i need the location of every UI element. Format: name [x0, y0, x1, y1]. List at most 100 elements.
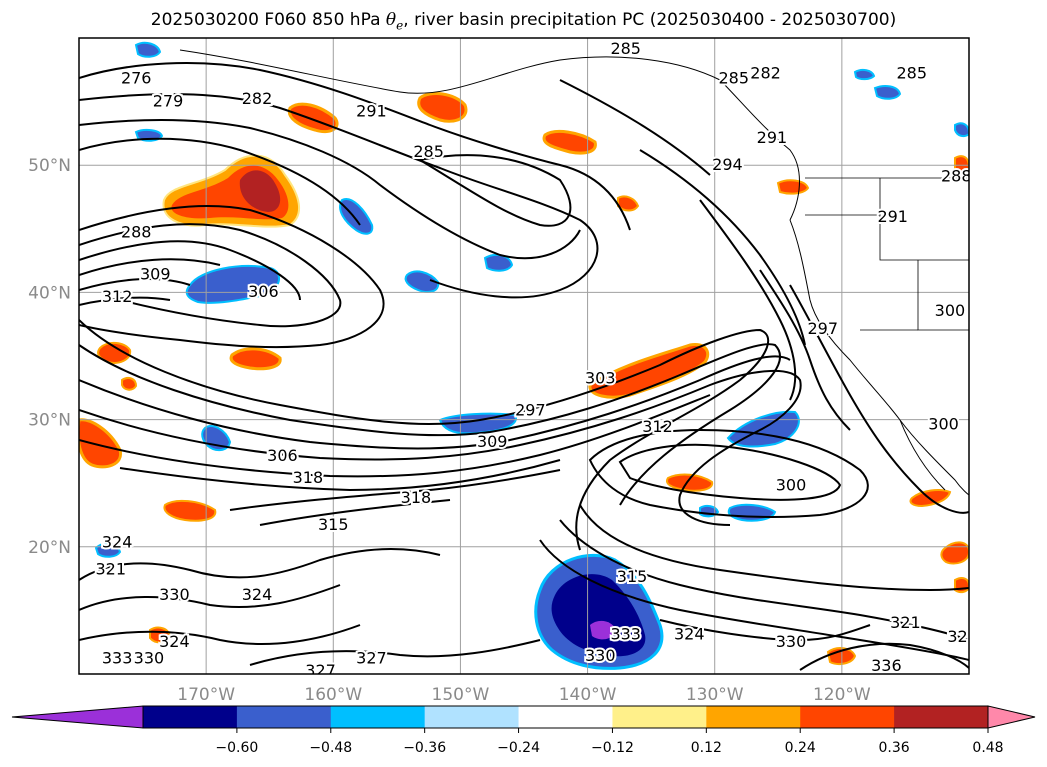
pos-patch [163, 499, 217, 522]
contour-line [559, 519, 969, 641]
contour-line [79, 370, 802, 526]
contour-label: 291 [356, 102, 387, 121]
colorbar-tick-label: 0.12 [691, 740, 722, 756]
map-background [79, 38, 969, 674]
colorbar-tick-label: −0.60 [215, 740, 258, 756]
lon-label: 140°W [559, 685, 617, 705]
pos-patch [229, 347, 282, 371]
pos-patch [239, 170, 281, 212]
contour-label: 333 [610, 624, 641, 643]
contour-label: 306 [267, 446, 298, 465]
contour-line [579, 504, 969, 592]
neg-patch [954, 122, 969, 138]
contour-label: 324 [242, 585, 273, 604]
contour-label: 276 [121, 68, 152, 87]
neg-patch [404, 270, 440, 293]
coastline [179, 49, 969, 496]
contour-line [79, 258, 221, 276]
lon-label: 170°W [177, 685, 235, 705]
colorbar-segment [800, 706, 895, 728]
lon-label: 160°W [304, 685, 362, 705]
colorbar-extend-low [11, 705, 144, 729]
contour-line [789, 284, 969, 514]
neg-patch [134, 41, 162, 58]
contour-label: 285 [413, 142, 444, 161]
colorbar-segment [143, 706, 238, 728]
contour-label: 321 [890, 613, 921, 632]
colorbar-tick-label: 0.36 [879, 740, 910, 756]
neg-patch [483, 253, 514, 272]
lat-label: 50°N [28, 156, 71, 176]
contour-label: 312 [642, 417, 673, 436]
contour-line [759, 269, 851, 431]
pos-patch [776, 179, 810, 195]
contour-label: 306 [248, 282, 279, 301]
coastline-west-coast [789, 219, 969, 496]
contour-label: 318 [293, 468, 324, 487]
contour-label: 285 [719, 68, 750, 87]
contour-line [79, 624, 361, 645]
colorbar-tick-label: −0.24 [497, 740, 540, 756]
contour-line [588, 428, 869, 518]
contour-label: 282 [242, 89, 273, 108]
colorbar-tick-label: 0.48 [972, 740, 1003, 756]
pos-patch [617, 195, 640, 212]
contour-label: 321 [96, 559, 127, 578]
contour-line [79, 119, 581, 260]
contour-line [259, 499, 451, 526]
lat-label: 20°N [28, 538, 71, 558]
contour-label: 324 [102, 533, 133, 552]
pos-patch [588, 342, 710, 399]
map-frame [78, 37, 970, 675]
contour-line [79, 240, 301, 301]
precipitation-shading [79, 41, 969, 670]
contour-label: 312 [102, 287, 133, 306]
contour-label: 300 [935, 301, 966, 320]
contour-label: 285 [610, 39, 641, 58]
contour-line [79, 296, 171, 306]
contour-line [79, 205, 385, 349]
contour-label: 303 [585, 369, 616, 388]
colorbar-outline [142, 705, 989, 729]
contour-line [79, 547, 441, 581]
contour-label: 309 [140, 264, 171, 283]
contour-line [79, 137, 361, 226]
title-prefix: 2025030200 F060 850 hPa [150, 10, 386, 30]
lat-label: 40°N [28, 283, 71, 303]
pos-patch [666, 473, 714, 492]
neg-patch [339, 198, 374, 235]
pos-patch [121, 377, 138, 391]
contour-label: 327 [305, 661, 336, 680]
colorbar: −0.60 −0.48 −0.36 −0.24 −0.12 0.12 0.24 0.36 0.4… [11, 705, 1036, 756]
lon-label: 120°W [813, 685, 871, 705]
colorbar-segment [612, 706, 707, 728]
colorbar-tick-label: −0.12 [591, 740, 634, 756]
contour-line [79, 62, 631, 231]
contour-label: 336 [871, 656, 902, 675]
longitude-labels: 170°W 160°W 150°W 140°W 130°W 120°W [177, 685, 871, 705]
contour-label: 315 [318, 515, 349, 534]
contour-label: 321 [947, 627, 978, 646]
contour-label: 291 [877, 207, 908, 226]
map-title: 2025030200 F060 850 hPa θe, river basin … [0, 10, 1047, 32]
colorbar-segment [894, 706, 989, 728]
contour-label: 291 [757, 128, 788, 147]
contour-line [79, 394, 711, 478]
colorbar-tick-label: −0.36 [403, 740, 446, 756]
neg-patch [185, 265, 280, 304]
contour-label: 309 [477, 432, 508, 451]
contour-label: 324 [159, 632, 190, 651]
theta-symbol: θ [385, 10, 397, 30]
latitude-labels: 50°N 40°N 30°N 20°N [28, 156, 71, 558]
contour-label: 330 [585, 646, 616, 665]
contour-label: 300 [928, 414, 959, 433]
contour-label: 288 [941, 166, 972, 185]
contour-line [229, 469, 561, 511]
contour-line [639, 149, 806, 346]
contour-line [79, 584, 341, 611]
contour-line [119, 459, 561, 492]
contour-label: 330 [776, 632, 807, 651]
contour-line [699, 199, 797, 401]
colorbar-segment [424, 706, 520, 728]
